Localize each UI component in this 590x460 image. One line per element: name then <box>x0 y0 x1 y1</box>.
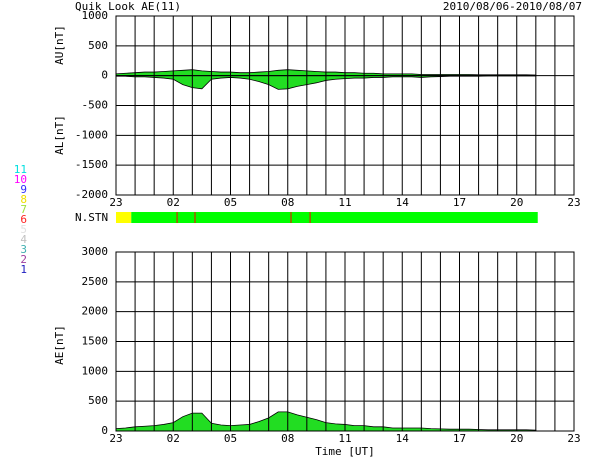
y-axis-label: AE[nT] <box>53 325 66 365</box>
station-legend-label: 4 <box>20 233 27 246</box>
x-tick-label: 14 <box>396 196 410 209</box>
station-legend-label: 10 <box>14 173 27 186</box>
y-tick-label: 0 <box>101 424 108 437</box>
y-tick-label: 1000 <box>82 9 109 22</box>
x-tick-label: 08 <box>281 432 294 445</box>
x-tick-label: 23 <box>109 432 122 445</box>
y-tick-label: -1000 <box>75 128 108 141</box>
y-tick-label: 3000 <box>82 245 109 258</box>
x-tick-label: 23 <box>109 196 122 209</box>
x-tick-label: 23 <box>567 196 580 209</box>
x-axis-label: Time [UT] <box>315 445 375 458</box>
x-tick-label: 02 <box>167 196 180 209</box>
x-tick-label: 17 <box>453 196 466 209</box>
x-tick-label: 11 <box>338 196 351 209</box>
y-tick-label: 500 <box>88 39 108 52</box>
station-segment <box>116 212 132 223</box>
x-tick-label: 08 <box>281 196 294 209</box>
plot-frame <box>115 251 575 432</box>
y-tick-label: 1500 <box>82 335 109 348</box>
station-legend-label: 2 <box>20 253 27 266</box>
y-axis-label: AU[nT] <box>53 25 66 65</box>
station-legend-label: 1 <box>20 263 27 276</box>
station-segment <box>131 212 538 223</box>
x-tick-label: 23 <box>567 432 580 445</box>
y-tick-label: 500 <box>88 394 108 407</box>
x-tick-label: 05 <box>224 196 237 209</box>
station-legend-label: 5 <box>20 223 27 236</box>
y-tick-label: 2500 <box>82 275 109 288</box>
station-legend-label: 9 <box>20 183 27 196</box>
x-tick-label: 11 <box>338 432 351 445</box>
x-tick-label: 14 <box>396 432 410 445</box>
date-range: 2010/08/06-2010/08/07 <box>443 0 582 13</box>
y-tick-label: -2000 <box>75 188 108 201</box>
x-tick-label: 20 <box>510 196 523 209</box>
x-tick-label: 05 <box>224 432 237 445</box>
station-legend-label: 6 <box>20 213 27 226</box>
y-tick-label: -500 <box>82 99 109 112</box>
station-legend-label: 7 <box>20 203 27 216</box>
y-tick-label: 0 <box>101 69 108 82</box>
station-legend-label: 8 <box>20 193 27 206</box>
area <box>115 411 537 432</box>
x-tick-label: 17 <box>453 432 466 445</box>
station-label: N.STN <box>75 211 108 224</box>
chart-title: Quik Look AE(11) <box>75 0 181 13</box>
station-legend-label: 3 <box>20 243 27 256</box>
y-tick-label: -1500 <box>75 158 108 171</box>
station-legend-label: 11 <box>14 163 27 176</box>
y-tick-label: 2000 <box>82 305 109 318</box>
plot-frame <box>115 15 575 196</box>
x-tick-label: 02 <box>167 432 180 445</box>
x-tick-label: 20 <box>510 432 523 445</box>
y-axis-label: AL[nT] <box>53 115 66 155</box>
y-tick-label: 1000 <box>82 364 109 377</box>
